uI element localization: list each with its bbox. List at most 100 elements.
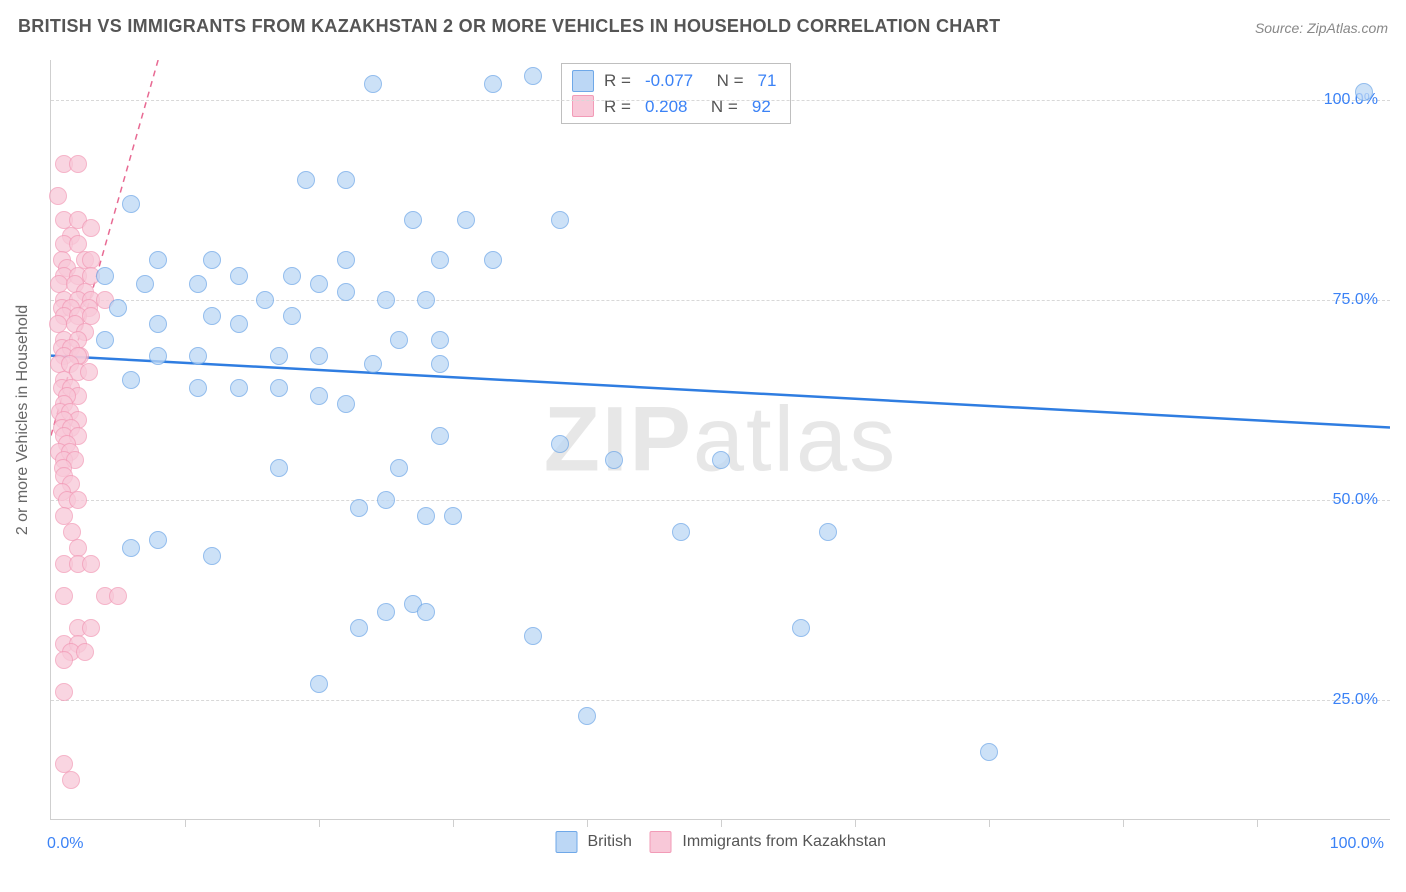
x-tick: [319, 819, 320, 827]
stats-swatch-blue: [572, 70, 594, 92]
stats-swatch-pink: [572, 95, 594, 117]
watermark-atlas: atlas: [693, 388, 897, 490]
x-tick: [587, 819, 588, 827]
scatter-point-blue: [337, 283, 355, 301]
scatter-point-blue: [122, 539, 140, 557]
scatter-point-blue: [417, 507, 435, 525]
trendline-blue: [51, 356, 1390, 428]
scatter-point-blue: [350, 619, 368, 637]
stats-n-blue: 71: [754, 68, 781, 94]
scatter-point-pink: [109, 587, 127, 605]
chart-title: BRITISH VS IMMIGRANTS FROM KAZAKHSTAN 2 …: [18, 16, 1000, 37]
scatter-point-blue: [792, 619, 810, 637]
scatter-point-blue: [230, 379, 248, 397]
scatter-point-blue: [417, 291, 435, 309]
scatter-point-blue: [310, 387, 328, 405]
scatter-point-blue: [377, 491, 395, 509]
scatter-point-blue: [377, 291, 395, 309]
y-tick-label: 25.0%: [1333, 691, 1378, 709]
scatter-point-blue: [189, 379, 207, 397]
scatter-point-blue: [136, 275, 154, 293]
scatter-point-blue: [310, 347, 328, 365]
scatter-point-blue: [605, 451, 623, 469]
bottom-legend: British Immigrants from Kazakhstan: [555, 831, 886, 853]
x-tick: [721, 819, 722, 827]
scatter-point-blue: [390, 331, 408, 349]
watermark: ZIPatlas: [544, 387, 897, 492]
scatter-point-blue: [256, 291, 274, 309]
x-axis-label-max: 100.0%: [1330, 835, 1384, 853]
scatter-point-pink: [69, 491, 87, 509]
scatter-point-blue: [337, 251, 355, 269]
scatter-point-blue: [444, 507, 462, 525]
scatter-point-pink: [55, 683, 73, 701]
legend-swatch-pink: [650, 831, 672, 853]
scatter-point-blue: [350, 499, 368, 517]
scatter-point-blue: [310, 675, 328, 693]
legend-label-pink: Immigrants from Kazakhstan: [682, 833, 886, 850]
scatter-point-blue: [96, 267, 114, 285]
gridline-h: [51, 300, 1390, 301]
scatter-point-blue: [712, 451, 730, 469]
scatter-point-blue: [109, 299, 127, 317]
scatter-point-blue: [337, 171, 355, 189]
scatter-point-blue: [524, 627, 542, 645]
legend-swatch-blue: [555, 831, 577, 853]
scatter-point-blue: [270, 459, 288, 477]
scatter-point-blue: [96, 331, 114, 349]
scatter-point-blue: [364, 355, 382, 373]
x-tick: [855, 819, 856, 827]
scatter-point-blue: [203, 547, 221, 565]
scatter-point-pink: [82, 619, 100, 637]
scatter-point-blue: [672, 523, 690, 541]
scatter-point-blue: [431, 331, 449, 349]
stats-n-pink: 92: [748, 94, 775, 120]
scatter-point-pink: [80, 363, 98, 381]
legend-item-pink: Immigrants from Kazakhstan: [650, 831, 886, 853]
y-axis-title: 2 or more Vehicles in Household: [14, 305, 32, 535]
x-tick: [1123, 819, 1124, 827]
stats-n-label-2: N =: [701, 94, 737, 120]
scatter-point-blue: [578, 707, 596, 725]
stats-n-label: N =: [707, 68, 743, 94]
scatter-point-pink: [55, 587, 73, 605]
scatter-point-pink: [62, 771, 80, 789]
scatter-point-pink: [49, 187, 67, 205]
scatter-point-pink: [82, 555, 100, 573]
scatter-point-blue: [203, 307, 221, 325]
gridline-h: [51, 100, 1390, 101]
scatter-point-blue: [524, 67, 542, 85]
stats-row-blue: R = -0.077 N = 71: [572, 68, 780, 94]
scatter-point-blue: [551, 435, 569, 453]
scatter-point-blue: [337, 395, 355, 413]
scatter-point-blue: [297, 171, 315, 189]
scatter-point-blue: [230, 315, 248, 333]
scatter-point-pink: [55, 651, 73, 669]
y-tick-label: 50.0%: [1333, 491, 1378, 509]
scatter-point-blue: [404, 211, 422, 229]
scatter-point-blue: [551, 211, 569, 229]
scatter-point-blue: [484, 251, 502, 269]
scatter-point-blue: [484, 75, 502, 93]
scatter-point-blue: [283, 307, 301, 325]
stats-legend-box: R = -0.077 N = 71 R = 0.208 N = 92: [561, 63, 791, 124]
scatter-point-blue: [283, 267, 301, 285]
scatter-point-blue: [203, 251, 221, 269]
chart-source: Source: ZipAtlas.com: [1255, 20, 1388, 36]
stats-r-blue: -0.077: [641, 68, 697, 94]
gridline-h: [51, 500, 1390, 501]
scatter-point-blue: [230, 267, 248, 285]
scatter-point-blue: [149, 531, 167, 549]
x-tick: [1257, 819, 1258, 827]
scatter-point-blue: [149, 251, 167, 269]
scatter-point-blue: [364, 75, 382, 93]
gridline-h: [51, 700, 1390, 701]
scatter-point-blue: [149, 315, 167, 333]
scatter-point-blue: [417, 603, 435, 621]
scatter-point-blue: [189, 347, 207, 365]
scatter-point-blue: [189, 275, 207, 293]
scatter-point-pink: [82, 219, 100, 237]
scatter-point-blue: [431, 251, 449, 269]
scatter-point-blue: [310, 275, 328, 293]
plot-area: ZIPatlas R = -0.077 N = 71 R = 0.208 N =…: [50, 60, 1390, 820]
